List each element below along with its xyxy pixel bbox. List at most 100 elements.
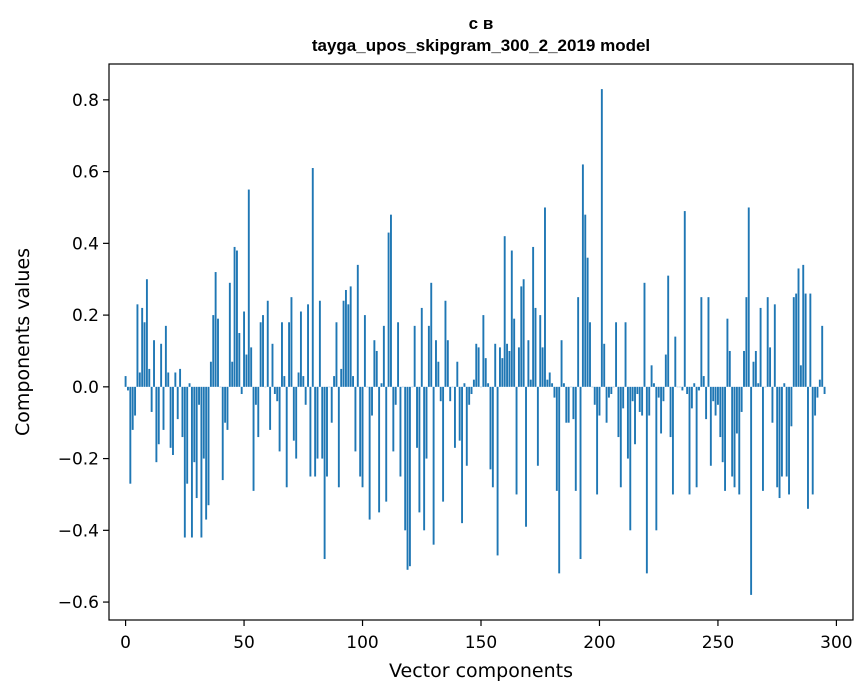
bar-212 bbox=[626, 386, 629, 459]
bar-82 bbox=[318, 300, 321, 387]
bar-271 bbox=[766, 297, 769, 387]
bar-74 bbox=[299, 311, 302, 387]
bar-133 bbox=[439, 386, 442, 402]
bar-260 bbox=[740, 386, 743, 412]
bar-193 bbox=[581, 164, 584, 387]
bar-269 bbox=[762, 386, 764, 491]
bar-101 bbox=[363, 315, 366, 387]
bar-203 bbox=[605, 386, 608, 423]
bar-216 bbox=[636, 386, 639, 395]
bar-26 bbox=[186, 386, 189, 484]
bar-239 bbox=[690, 386, 693, 409]
bar-201 bbox=[600, 89, 603, 387]
bar-283 bbox=[795, 293, 798, 387]
bar-66 bbox=[281, 322, 283, 387]
bar-149 bbox=[477, 347, 480, 387]
bar-215 bbox=[634, 386, 636, 445]
bar-258 bbox=[735, 386, 738, 434]
bar-210 bbox=[622, 386, 625, 409]
bar-250 bbox=[716, 386, 719, 405]
bar-192 bbox=[579, 386, 582, 560]
bar-189 bbox=[572, 386, 575, 420]
bar-248 bbox=[712, 386, 715, 402]
bar-141 bbox=[458, 386, 461, 441]
bar-236 bbox=[683, 211, 686, 387]
bar-135 bbox=[444, 300, 447, 387]
bar-24 bbox=[181, 386, 184, 438]
bar-22 bbox=[176, 386, 179, 420]
bar-64 bbox=[276, 386, 279, 402]
bar-83 bbox=[321, 386, 324, 459]
bar-204 bbox=[608, 386, 610, 398]
bar-12 bbox=[153, 340, 155, 387]
bar-144 bbox=[465, 386, 468, 466]
bar-246 bbox=[707, 297, 710, 387]
bar-211 bbox=[624, 322, 627, 387]
bar-168 bbox=[522, 279, 525, 387]
bar-136 bbox=[446, 340, 449, 387]
bar-140 bbox=[456, 361, 459, 387]
bar-148 bbox=[475, 343, 478, 387]
bar-79 bbox=[311, 168, 314, 387]
bar-13 bbox=[155, 386, 158, 463]
bar-129 bbox=[430, 282, 433, 387]
bar-5 bbox=[136, 304, 139, 387]
bar-219 bbox=[643, 282, 646, 387]
bar-128 bbox=[427, 325, 430, 387]
bar-191 bbox=[577, 297, 580, 387]
bar-123 bbox=[416, 386, 418, 448]
y-tick-label-1: −0.4 bbox=[58, 521, 99, 541]
bar-200 bbox=[598, 386, 601, 416]
bar-96 bbox=[352, 376, 354, 387]
bar-51 bbox=[245, 354, 248, 387]
bar-273 bbox=[771, 386, 774, 423]
bar-30 bbox=[195, 386, 198, 499]
bar-289 bbox=[809, 293, 812, 387]
bar-47 bbox=[236, 250, 238, 387]
bar-100 bbox=[361, 386, 364, 488]
bar-247 bbox=[709, 386, 712, 466]
bar-180 bbox=[551, 383, 554, 387]
bar-116 bbox=[399, 386, 402, 477]
bar-7 bbox=[141, 307, 144, 387]
bar-120 bbox=[408, 386, 411, 567]
bar-263 bbox=[747, 207, 750, 387]
bar-264 bbox=[750, 386, 753, 595]
x-tick-label-200: 200 bbox=[583, 633, 615, 653]
bar-287 bbox=[804, 293, 807, 387]
bar-221 bbox=[648, 386, 651, 416]
bar-76 bbox=[304, 386, 307, 405]
bar-108 bbox=[380, 383, 383, 387]
bar-65 bbox=[278, 386, 281, 452]
plot-area-frame bbox=[108, 63, 854, 621]
bar-126 bbox=[423, 386, 426, 531]
bar-94 bbox=[347, 304, 350, 387]
bar-161 bbox=[506, 343, 509, 387]
bar-285 bbox=[799, 365, 802, 387]
bar-122 bbox=[413, 325, 416, 387]
bar-107 bbox=[378, 386, 381, 513]
bar-292 bbox=[816, 386, 819, 398]
bar-31 bbox=[198, 386, 200, 405]
bar-165 bbox=[515, 386, 518, 495]
bar-279 bbox=[785, 386, 788, 477]
bar-55 bbox=[254, 386, 257, 405]
bar-15 bbox=[160, 343, 163, 387]
bar-69 bbox=[288, 322, 291, 387]
bar-91 bbox=[340, 368, 343, 387]
bar-33 bbox=[202, 386, 205, 459]
bar-229 bbox=[667, 275, 670, 387]
bar-3 bbox=[131, 386, 134, 430]
bar-171 bbox=[529, 379, 532, 387]
bar-111 bbox=[387, 232, 390, 387]
bar-139 bbox=[453, 386, 456, 448]
bar-235 bbox=[681, 386, 684, 391]
bar-45 bbox=[231, 361, 234, 387]
bar-18 bbox=[167, 372, 170, 387]
bar-36 bbox=[209, 361, 212, 387]
bar-275 bbox=[776, 386, 779, 488]
bar-226 bbox=[660, 386, 663, 434]
bar-252 bbox=[721, 386, 724, 463]
bar-124 bbox=[418, 386, 421, 513]
bars-group bbox=[124, 89, 826, 595]
